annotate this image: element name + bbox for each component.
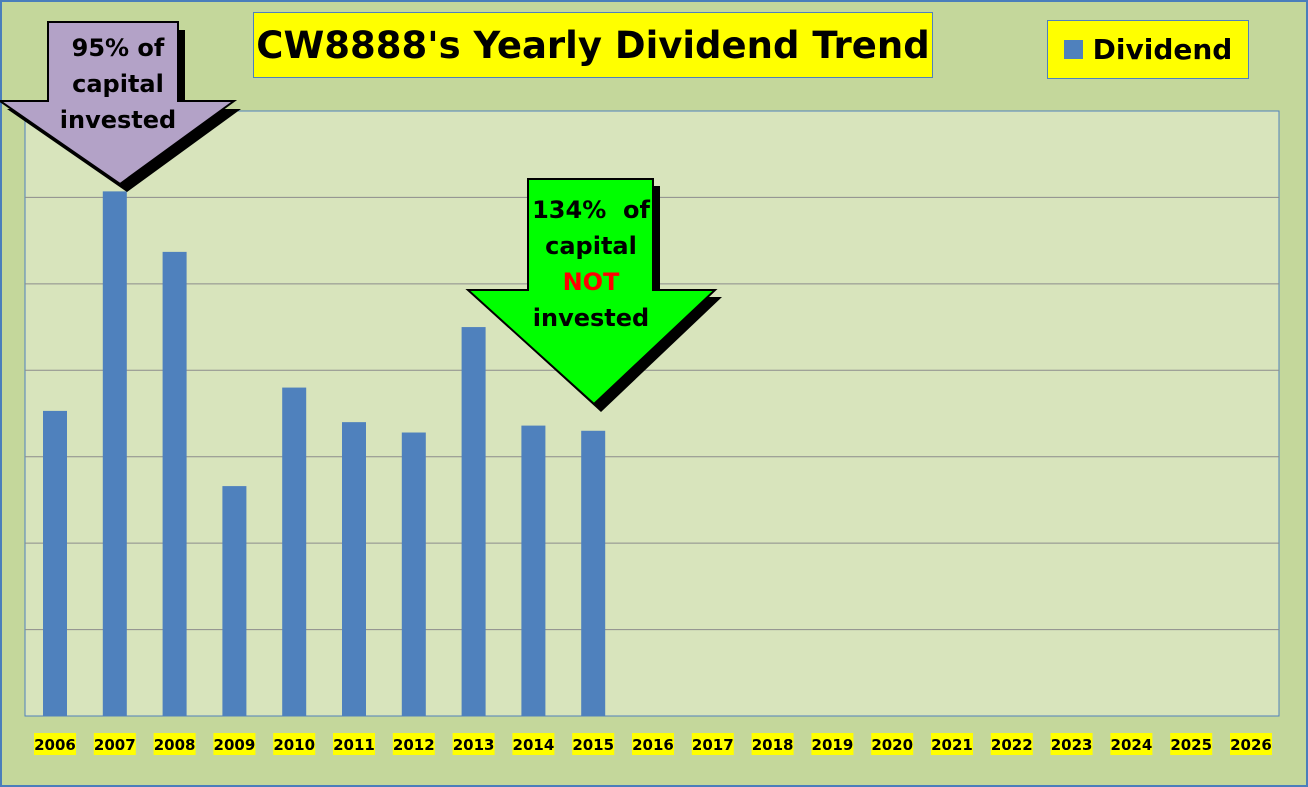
x-tick-label: 2010 [273, 736, 315, 754]
x-tick-label: 2020 [871, 736, 913, 754]
x-tick-label: 2007 [94, 736, 136, 754]
x-tick-label: 2017 [692, 736, 734, 754]
x-tick-label-bg [213, 733, 256, 755]
bar-2014 [521, 425, 546, 716]
bar-2015 [581, 430, 606, 716]
bar-2012 [401, 432, 426, 716]
bar-2009 [222, 486, 247, 716]
right-arrow-line: 134% of [532, 196, 650, 224]
bar-2006 [43, 410, 67, 716]
x-tick-label: 2026 [1230, 736, 1272, 754]
right-arrow-text: 134% of capital NOT invested [518, 192, 664, 336]
x-tick-label: 2022 [991, 736, 1033, 754]
x-tick-label-bg [572, 733, 615, 755]
right-arrow-shape [465, 178, 718, 406]
x-tick-label-bg [632, 733, 674, 755]
x-tick-label: 2015 [572, 736, 614, 754]
x-tick-label: 2024 [1111, 736, 1153, 754]
left-arrow-text: 95% of capital invested [48, 30, 188, 138]
right-arrow-line: capital [545, 232, 637, 260]
x-tick-label: 2011 [333, 736, 375, 754]
x-tick-label: 2013 [453, 736, 495, 754]
x-axis-labels: 2006 2007 2008 2009 2010 2011 2012 2013 2014 2015… [34, 733, 1272, 755]
x-tick-label: 2019 [812, 736, 854, 754]
x-tick-label-bg [273, 733, 316, 755]
x-tick-label: 2016 [632, 736, 674, 754]
chart-title: CW8888's Yearly Dividend Trend [253, 12, 933, 78]
x-tick-label-bg [691, 733, 734, 755]
x-tick-label-bg [811, 733, 854, 755]
right-arrow-line-highlight: NOT [562, 268, 620, 296]
bar-2013 [461, 327, 486, 716]
x-tick-label-bg [392, 733, 435, 755]
left-arrow-line: capital [72, 70, 164, 98]
bar-2011 [342, 422, 366, 716]
left-arrow-callout [0, 21, 241, 192]
left-arrow-line: 95% of [71, 34, 165, 62]
x-tick-label-bg [333, 733, 375, 755]
x-tick-label: 2012 [393, 736, 435, 754]
x-tick-label-bg [34, 733, 76, 755]
x-tick-label-bg [1050, 733, 1093, 755]
x-tick-label: 2014 [513, 736, 555, 754]
legend-swatch [1063, 40, 1083, 59]
left-arrow-line: invested [59, 106, 177, 134]
x-tick-label: 2023 [1051, 736, 1093, 754]
x-tick-label: 2018 [752, 736, 794, 754]
x-tick-label: 2006 [34, 736, 76, 754]
x-tick-label: 2025 [1170, 736, 1212, 754]
left-arrow-shape [0, 21, 238, 186]
legend: Dividend [1047, 20, 1249, 79]
x-tick-label-bg [452, 733, 495, 755]
bar-series [43, 191, 606, 717]
right-arrow-callout [465, 178, 722, 412]
x-tick-label-bg [751, 733, 794, 755]
x-tick-label: 2021 [931, 736, 973, 754]
x-tick-label-bg [1230, 733, 1272, 755]
x-tick-label: 2009 [214, 736, 256, 754]
x-tick-label: 2008 [154, 736, 196, 754]
bar-2008 [162, 251, 187, 716]
x-tick-label-bg [512, 733, 555, 755]
x-tick-label-bg [871, 733, 914, 755]
bar-2010 [282, 387, 307, 716]
x-tick-label-bg [1170, 733, 1213, 755]
x-tick-label-bg [931, 733, 973, 755]
x-tick-label-bg [93, 733, 136, 755]
legend-label: Dividend [1092, 33, 1233, 66]
right-arrow-line: invested [532, 304, 650, 332]
bar-2007 [102, 191, 127, 717]
x-tick-label-bg [153, 733, 196, 755]
x-tick-label-bg [990, 733, 1033, 755]
x-tick-label-bg [1110, 733, 1153, 755]
